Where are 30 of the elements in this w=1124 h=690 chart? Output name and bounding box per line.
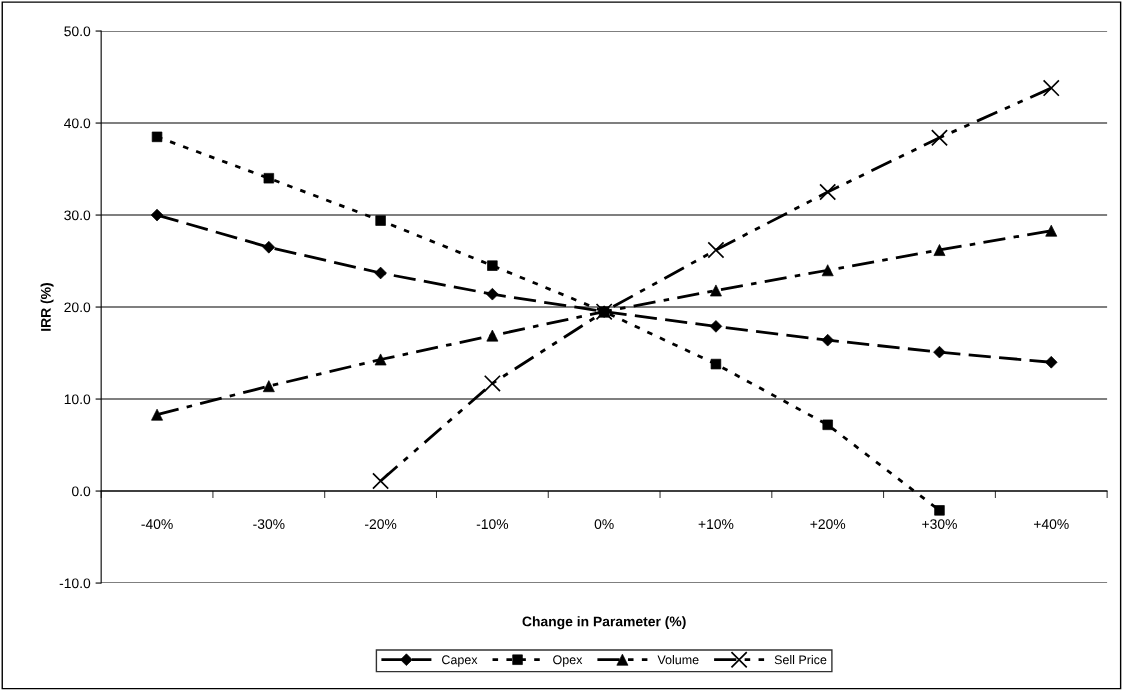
- point: [483, 374, 501, 392]
- y-tick-label: -10.0: [59, 578, 91, 589]
- point: [710, 358, 722, 370]
- x-tick-label: +30%: [922, 519, 957, 530]
- y-tick-label: 50.0: [64, 26, 91, 37]
- x-tick-label: +20%: [810, 519, 846, 530]
- y-tick-label: 10.0: [64, 394, 91, 405]
- x-tick-label: -20%: [365, 519, 397, 530]
- y-tick-label: 20.0: [64, 302, 91, 313]
- x-tick-label: -30%: [253, 519, 285, 530]
- legend-label: Volume: [657, 655, 699, 665]
- legend-label: Capex: [442, 655, 478, 667]
- point: [151, 131, 163, 143]
- y-tick-label: 40.0: [64, 118, 91, 129]
- x-tick-label: +40%: [1033, 519, 1069, 530]
- x-tick-label: +10%: [698, 519, 734, 530]
- legend-label: Opex: [553, 655, 583, 667]
- point: [931, 129, 948, 147]
- y-axis-title: IRR (%): [40, 283, 54, 331]
- point: [372, 472, 390, 490]
- x-tick-label: -10%: [476, 519, 509, 530]
- point: [819, 183, 837, 201]
- legend-label: Sell Price: [774, 655, 827, 665]
- y-tick-label: 0.0: [71, 486, 91, 497]
- point: [707, 241, 725, 259]
- x-tick-label: 0%: [594, 519, 614, 530]
- x-axis-title: Change in Parameter (%): [522, 616, 686, 630]
- x-tick-label: -40%: [141, 519, 173, 530]
- y-tick-label: 30.0: [64, 210, 91, 221]
- point: [1042, 79, 1060, 97]
